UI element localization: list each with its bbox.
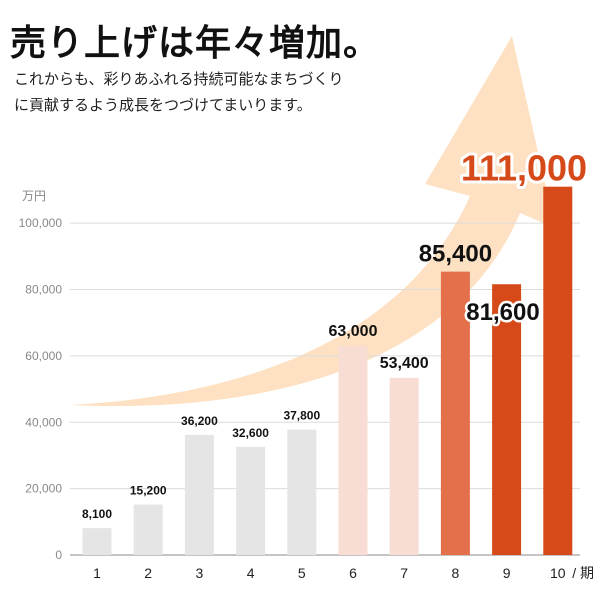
value-label-period-5: 37,800 <box>283 409 320 423</box>
y-tick-label: 40,000 <box>25 415 62 429</box>
bar-period-8 <box>440 271 470 555</box>
page-title: 売り上げは年々増加。 <box>10 23 381 64</box>
value-label-period-8: 85,400 <box>419 241 492 268</box>
bars <box>82 186 573 555</box>
bar-period-2 <box>133 504 163 555</box>
bar-period-4 <box>236 446 266 555</box>
x-tick-label: 9 <box>503 565 511 581</box>
y-tick-label: 100,000 <box>19 216 63 230</box>
value-label-period-10: 111,000 <box>461 148 587 189</box>
x-tick-label: 4 <box>247 565 255 581</box>
bar-period-10 <box>543 186 573 555</box>
axes: 0 20,000 40,000 60,000 80,000 100,000 万円 1 2 3 4 5 6… <box>19 189 594 581</box>
x-tick-label: 5 <box>298 565 306 581</box>
y-axis-unit: 万円 <box>22 189 46 203</box>
value-label-period-2: 15,200 <box>130 484 167 498</box>
value-label-period-9: 81,600 <box>466 299 539 326</box>
y-tick-label: 60,000 <box>25 349 62 363</box>
value-label-period-3: 36,200 <box>181 414 218 428</box>
x-tick-label: 1 <box>93 565 101 581</box>
x-tick-label: 7 <box>400 565 408 581</box>
bar-period-7 <box>389 377 419 555</box>
x-tick-label: 3 <box>196 565 204 581</box>
bar-period-1 <box>82 528 112 555</box>
x-tick-label: 2 <box>144 565 152 581</box>
value-label-period-7: 53,400 <box>380 355 429 372</box>
x-tick-label: 6 <box>349 565 357 581</box>
subtitle-line-1: これからも、彩りあふれる持続可能なまちづくり <box>14 70 344 88</box>
x-tick-label: 10 <box>550 565 566 581</box>
x-axis-unit: / 期 <box>572 565 594 581</box>
bar-period-5 <box>287 429 317 555</box>
y-tick-label: 20,000 <box>25 482 62 496</box>
value-labels: 8,100 15,200 36,200 32,600 37,800 63,00053,40… <box>82 145 590 521</box>
x-tick-label: 8 <box>452 565 460 581</box>
y-tick-label: 0 <box>55 548 62 562</box>
value-label-period-6: 63,000 <box>329 323 378 340</box>
bar-period-9 <box>492 284 522 555</box>
bar-period-6 <box>338 345 368 555</box>
value-label-period-1: 8,100 <box>82 507 112 521</box>
bar-period-3 <box>184 434 214 555</box>
subtitle-line-2: に貢献するよう成長をつづけてまいります。 <box>14 96 312 114</box>
y-tick-label: 80,000 <box>25 283 62 297</box>
value-label-period-4: 32,600 <box>232 426 269 440</box>
growth-arrow <box>70 36 555 407</box>
